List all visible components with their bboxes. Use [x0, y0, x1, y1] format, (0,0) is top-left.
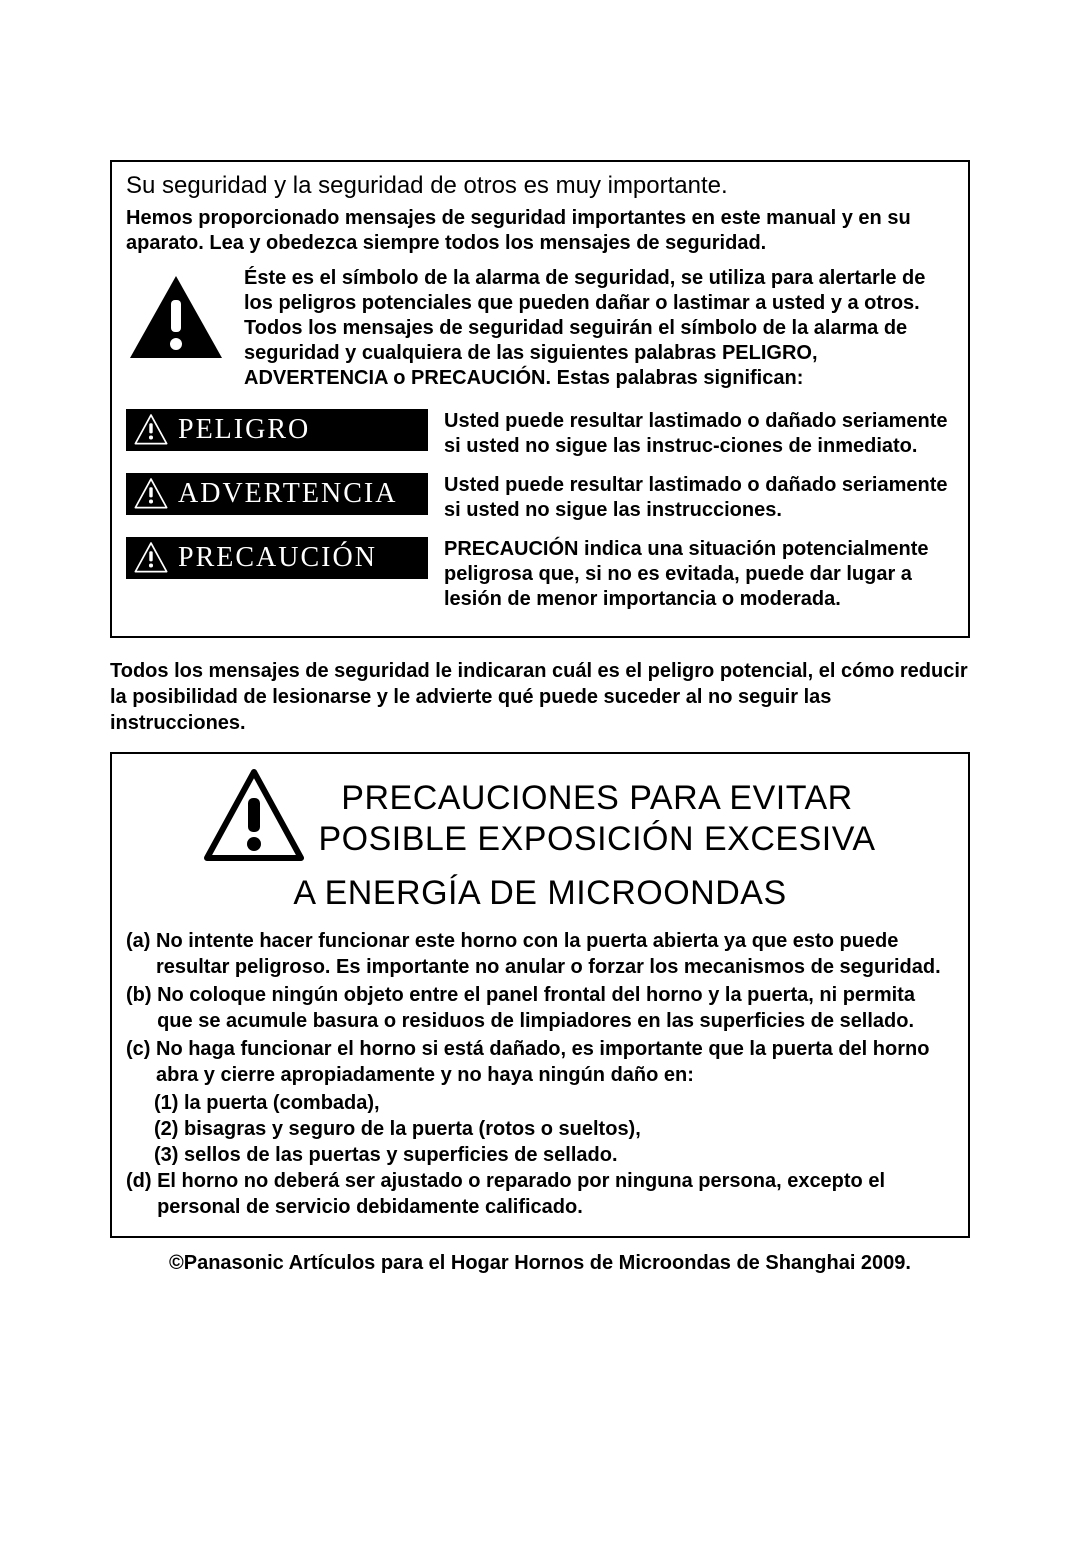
list-item: (b) No coloque ningún objeto entre el pa… — [126, 982, 954, 1034]
sub-item: (3) sellos de las puertas y superficies … — [126, 1142, 954, 1168]
peligro-label: PELIGRO — [178, 414, 310, 446]
signal-row-peligro: PELIGRO Usted puede resultar lastimado o… — [112, 409, 968, 465]
warning-triangle-icon — [126, 270, 226, 371]
symbol-explanation: Éste es el símbolo de la alarma de segur… — [244, 266, 954, 391]
intro-text: Su seguridad y la seguridad de otros es … — [112, 172, 968, 206]
item-body: El horno no deberá ser ajustado o repara… — [157, 1168, 954, 1220]
advertencia-label: ADVERTENCIA — [178, 478, 397, 510]
precautions-header: PRECAUCIONES PARA EVITAR POSIBLE EXPOSIC… — [126, 768, 954, 869]
item-label: (d) — [126, 1168, 157, 1220]
warning-triangle-icon — [134, 478, 168, 510]
signal-row-advertencia: ADVERTENCIA Usted puede resultar lastima… — [112, 473, 968, 529]
sub-item: (2) bisagras y seguro de la puerta (roto… — [126, 1116, 954, 1142]
item-label: (a) — [126, 928, 156, 980]
item-label: (c) — [126, 1036, 156, 1088]
copyright-text: ©Panasonic Artículos para el Hogar Horno… — [110, 1252, 970, 1275]
warning-triangle-icon — [134, 542, 168, 574]
summary-text: Todos los mensajes de seguridad le indic… — [110, 658, 970, 736]
page: Su seguridad y la seguridad de otros es … — [110, 160, 970, 1275]
safety-box: Su seguridad y la seguridad de otros es … — [110, 160, 970, 638]
advertencia-definition: Usted puede resultar lastimado o dañado … — [444, 473, 954, 523]
item-body: No haga funcionar el horno si está dañad… — [156, 1036, 954, 1088]
peligro-badge: PELIGRO — [126, 409, 428, 451]
precautions-title-line3: A ENERGÍA DE MICROONDAS — [126, 873, 954, 914]
item-body: No coloque ningún objeto entre el panel … — [157, 982, 954, 1034]
precaucion-definition: PRECAUCIÓN indica una situación potencia… — [444, 537, 954, 612]
precautions-list: (a) No intente hacer funcionar este horn… — [126, 928, 954, 1220]
precaucion-badge: PRECAUCIÓN — [126, 537, 428, 579]
item-label: (b) — [126, 982, 157, 1034]
item-body: No intente hacer funcionar este horno co… — [156, 928, 954, 980]
precaucion-label: PRECAUCIÓN — [178, 542, 377, 574]
peligro-definition: Usted puede resultar lastimado o dañado … — [444, 409, 954, 459]
intro-bold-text: Hemos proporcionado mensajes de segurida… — [112, 206, 968, 266]
list-item: (d) El horno no deberá ser ajustado o re… — [126, 1168, 954, 1220]
warning-triangle-icon — [204, 768, 304, 869]
warning-triangle-icon — [134, 414, 168, 446]
precautions-box: PRECAUCIONES PARA EVITAR POSIBLE EXPOSIC… — [110, 752, 970, 1238]
precautions-title-line2: POSIBLE EXPOSICIÓN EXCESIVA — [318, 819, 875, 860]
advertencia-badge: ADVERTENCIA — [126, 473, 428, 515]
precautions-title-line1: PRECAUCIONES PARA EVITAR — [318, 778, 875, 819]
list-item: (a) No intente hacer funcionar este horn… — [126, 928, 954, 980]
list-item: (c) No haga funcionar el horno si está d… — [126, 1036, 954, 1088]
signal-row-precaucion: PRECAUCIÓN PRECAUCIÓN indica una situaci… — [112, 537, 968, 618]
symbol-row: Éste es el símbolo de la alarma de segur… — [112, 266, 968, 401]
sub-item: (1) la puerta (combada), — [126, 1090, 954, 1116]
precautions-title: PRECAUCIONES PARA EVITAR POSIBLE EXPOSIC… — [318, 778, 875, 860]
